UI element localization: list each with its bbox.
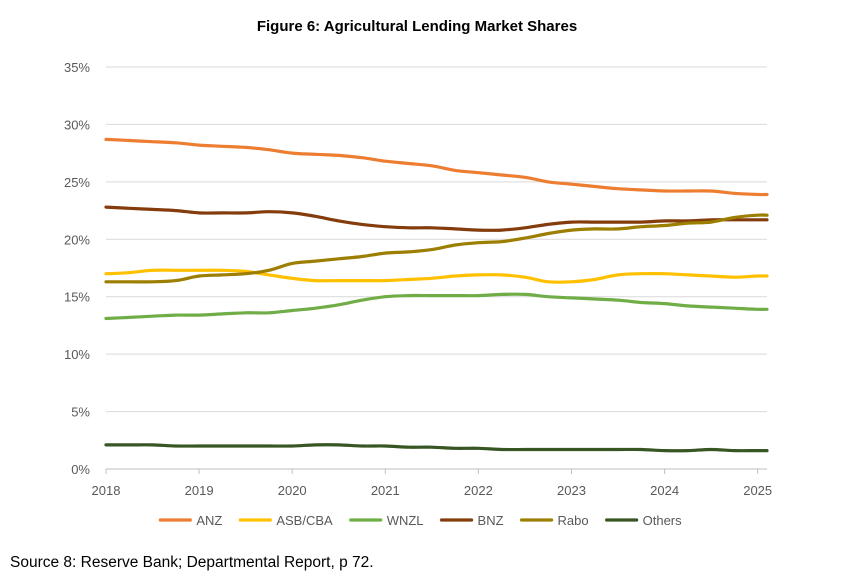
legend: ANZ ASB/CBA WNZL BNZ Rabo Others bbox=[158, 513, 683, 528]
series-line-rabo bbox=[104, 213, 769, 284]
series-line-others bbox=[104, 443, 769, 453]
y-tick-label: 35% bbox=[64, 60, 90, 75]
x-tick-label: 2022 bbox=[464, 483, 493, 498]
source-caption: Source 8: Reserve Bank; Departmental Rep… bbox=[10, 554, 374, 571]
y-tick-label: 25% bbox=[64, 175, 90, 190]
legend-label-wnzl: WNZL bbox=[387, 513, 424, 528]
gridlines bbox=[106, 66, 767, 413]
series-line-anz bbox=[104, 137, 769, 197]
legend-label-others: Others bbox=[643, 513, 683, 528]
legend-label-bnz: BNZ bbox=[478, 513, 504, 528]
x-tick-label: 2020 bbox=[278, 483, 307, 498]
legend-label-asb-cba: ASB/CBA bbox=[276, 513, 333, 528]
x-tick-label: 2025 bbox=[743, 483, 772, 498]
y-tick-label: 5% bbox=[71, 405, 90, 420]
y-tick-label: 30% bbox=[64, 117, 90, 132]
x-tick-label: 2018 bbox=[92, 483, 121, 498]
legend-label-rabo: Rabo bbox=[558, 513, 589, 528]
x-tick-label: 2019 bbox=[185, 483, 214, 498]
series-line-bnz bbox=[104, 205, 769, 232]
y-tick-label: 20% bbox=[64, 232, 90, 247]
series-lines bbox=[104, 137, 769, 453]
y-tick-label: 10% bbox=[64, 347, 90, 362]
axes: 0% 5% 10% 15% 20% 25% 30% 35% 2018 2019 2020 2021 20… bbox=[64, 60, 772, 498]
x-tick-label: 2021 bbox=[371, 483, 400, 498]
series-line-asb-cba bbox=[104, 268, 769, 284]
x-tick-label: 2023 bbox=[557, 483, 586, 498]
legend-label-anz: ANZ bbox=[196, 513, 222, 528]
x-tick-label: 2024 bbox=[650, 483, 679, 498]
series-line-wnzl bbox=[104, 292, 769, 321]
y-tick-label: 15% bbox=[64, 290, 90, 305]
chart-title: Figure 6: Agricultural Lending Market Sh… bbox=[257, 18, 577, 35]
y-tick-label: 0% bbox=[71, 462, 90, 477]
